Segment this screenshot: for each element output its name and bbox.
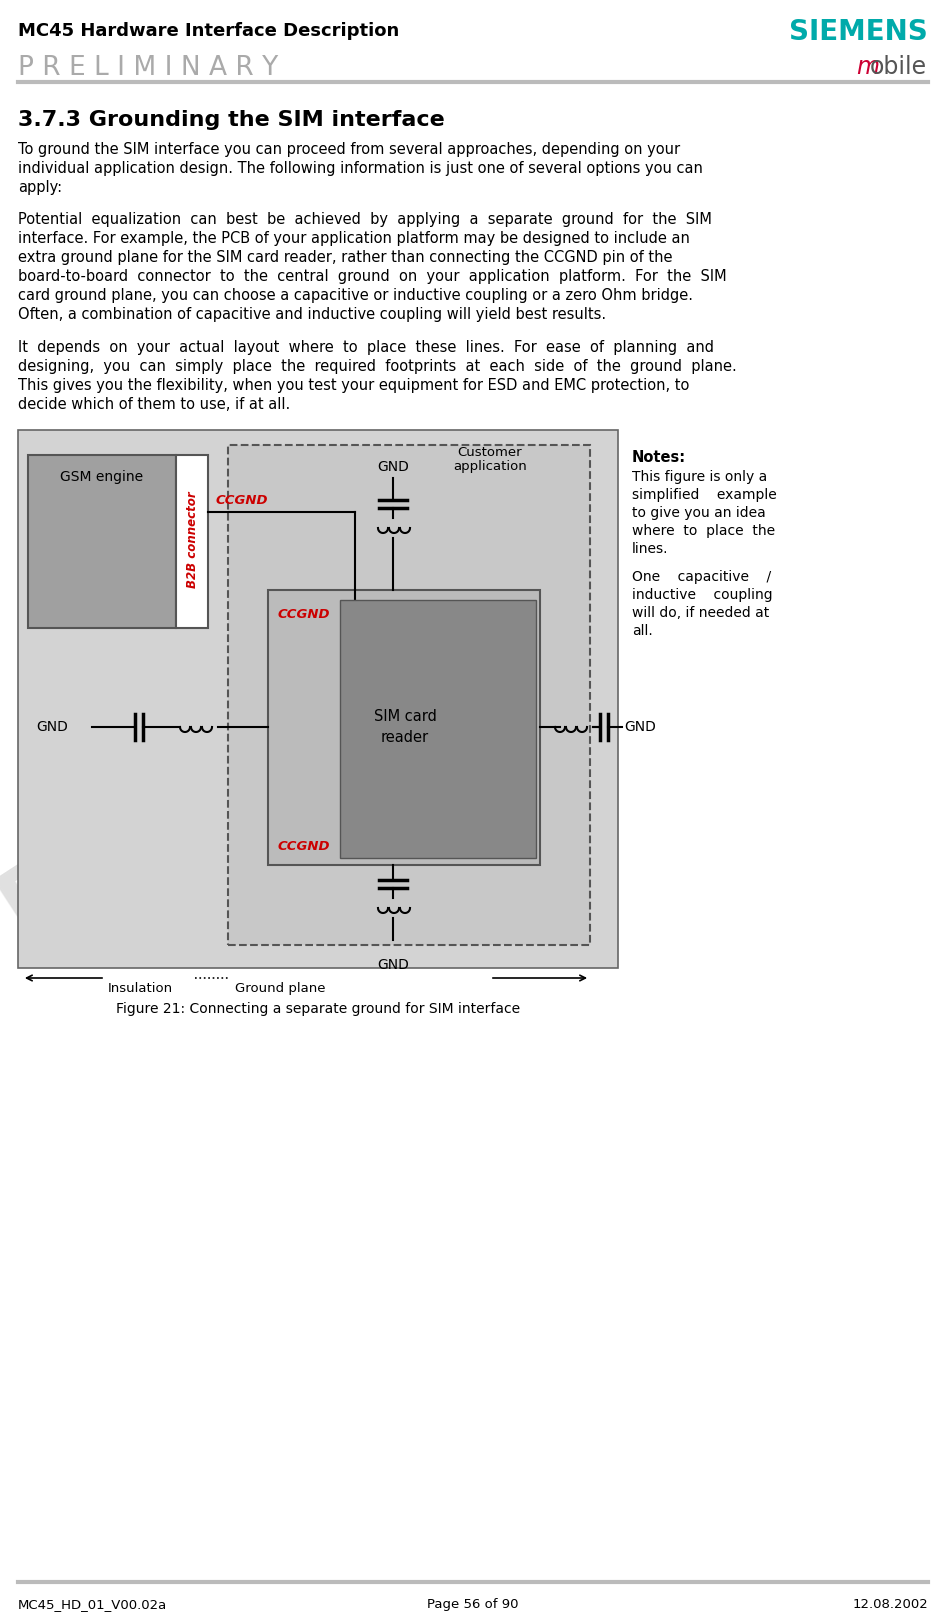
Text: Customer: Customer <box>458 446 522 459</box>
Text: to give you an idea: to give you an idea <box>632 506 765 520</box>
Text: Page 56 of 90: Page 56 of 90 <box>428 1598 518 1611</box>
Text: obile: obile <box>870 55 927 79</box>
Text: inductive    coupling: inductive coupling <box>632 588 773 603</box>
Text: This gives you the flexibility, when you test your equipment for ESD and EMC pro: This gives you the flexibility, when you… <box>18 378 690 393</box>
Text: will do, if needed at: will do, if needed at <box>632 606 769 621</box>
Text: Notes:: Notes: <box>632 449 686 465</box>
Bar <box>176 456 208 629</box>
Bar <box>28 456 176 629</box>
Text: GND: GND <box>377 461 409 473</box>
Text: CCGND: CCGND <box>278 608 330 621</box>
Text: B2B connector: B2B connector <box>185 491 199 588</box>
Text: application: application <box>453 461 527 473</box>
Text: Insulation: Insulation <box>108 983 173 995</box>
Text: Figure 21: Connecting a separate ground for SIM interface: Figure 21: Connecting a separate ground … <box>116 1002 520 1016</box>
Text: Often, a combination of capacitive and inductive coupling will yield best result: Often, a combination of capacitive and i… <box>18 307 606 322</box>
Text: MC45_HD_01_V00.02a: MC45_HD_01_V00.02a <box>18 1598 167 1611</box>
Text: CCGND: CCGND <box>216 494 269 507</box>
Text: To ground the SIM interface you can proceed from several approaches, depending o: To ground the SIM interface you can proc… <box>18 142 680 157</box>
Text: GND: GND <box>36 721 68 734</box>
Bar <box>228 444 590 945</box>
Text: 3.7.3 Grounding the SIM interface: 3.7.3 Grounding the SIM interface <box>18 110 445 129</box>
Text: GND: GND <box>624 721 656 734</box>
Bar <box>340 600 536 858</box>
Bar <box>18 430 618 968</box>
Text: interface. For example, the PCB of your application platform may be designed to : interface. For example, the PCB of your … <box>18 231 690 246</box>
Text: It  depends  on  your  actual  layout  where  to  place  these  lines.  For  eas: It depends on your actual layout where t… <box>18 339 714 356</box>
Text: 12.08.2002: 12.08.2002 <box>852 1598 928 1611</box>
Text: GSM engine: GSM engine <box>61 470 144 485</box>
Text: One    capacitive    /: One capacitive / <box>632 570 771 583</box>
Text: extra ground plane for the SIM card reader, rather than connecting the CCGND pin: extra ground plane for the SIM card read… <box>18 250 673 265</box>
Text: individual application design. The following information is just one of several : individual application design. The follo… <box>18 162 703 176</box>
Text: SIM card
reader: SIM card reader <box>374 709 436 745</box>
Text: Potential  equalization  can  best  be  achieved  by  applying  a  separate  gro: Potential equalization can best be achie… <box>18 212 712 226</box>
Text: card ground plane, you can choose a capacitive or inductive coupling or a zero O: card ground plane, you can choose a capa… <box>18 288 693 304</box>
Text: CCGND: CCGND <box>278 840 330 853</box>
Text: P R E L I M I N A R Y: P R E L I M I N A R Y <box>18 55 278 81</box>
Text: This figure is only a: This figure is only a <box>632 470 767 485</box>
Text: MC45 Hardware Interface Description: MC45 Hardware Interface Description <box>18 23 399 40</box>
Text: all.: all. <box>632 624 653 638</box>
Text: m: m <box>856 55 879 79</box>
Text: lines.: lines. <box>632 541 669 556</box>
Text: simplified    example: simplified example <box>632 488 777 503</box>
Text: decide which of them to use, if at all.: decide which of them to use, if at all. <box>18 398 290 412</box>
Text: board-to-board  connector  to  the  central  ground  on  your  application  plat: board-to-board connector to the central … <box>18 268 727 284</box>
Text: designing,  you  can  simply  place  the  required  footprints  at  each  side  : designing, you can simply place the requ… <box>18 359 737 373</box>
Text: Ground plane: Ground plane <box>235 983 325 995</box>
Text: GND: GND <box>377 958 409 971</box>
Text: SIEMENS: SIEMENS <box>789 18 928 45</box>
Bar <box>268 590 540 865</box>
Text: apply:: apply: <box>18 179 62 196</box>
Text: where  to  place  the: where to place the <box>632 524 775 538</box>
Text: PRELIMINARY: PRELIMINARY <box>0 486 637 955</box>
